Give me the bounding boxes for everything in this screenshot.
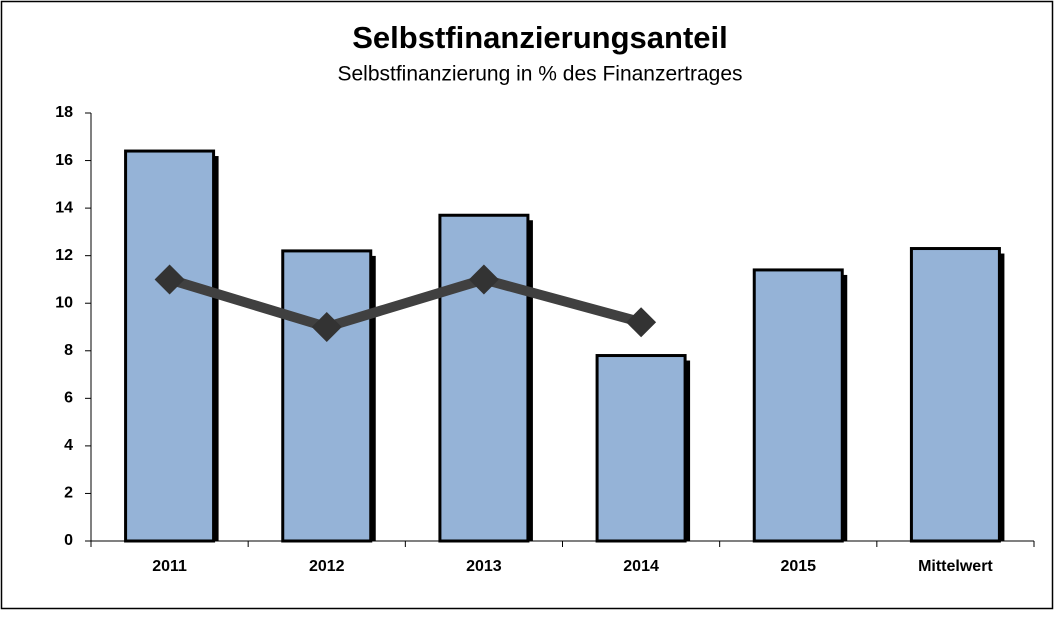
y-tick-label: 4 bbox=[64, 437, 73, 454]
x-tick-label: 2012 bbox=[309, 558, 345, 575]
y-tick-label: 14 bbox=[55, 199, 73, 216]
line-marker bbox=[626, 307, 657, 338]
bar bbox=[595, 354, 687, 543]
y-tick-label: 10 bbox=[55, 294, 73, 311]
x-tick-label: Mittelwert bbox=[918, 558, 993, 575]
bar bbox=[438, 213, 530, 543]
x-tick-label: 2013 bbox=[466, 558, 502, 575]
x-tick-label: 2014 bbox=[623, 558, 659, 575]
line-marker bbox=[468, 264, 499, 295]
x-tick-label: 2011 bbox=[152, 558, 187, 575]
y-tick-label: 12 bbox=[55, 247, 73, 264]
line bbox=[168, 274, 643, 332]
y-tick-label: 2 bbox=[64, 485, 73, 502]
bar bbox=[752, 268, 844, 543]
chart-subtitle: Selbstfinanzierung in % des Finanzertrag… bbox=[337, 63, 742, 86]
x-tick-label: 2015 bbox=[780, 558, 816, 575]
chart-title: Selbstfinanzierungsanteil bbox=[352, 20, 728, 55]
bar bbox=[124, 149, 216, 543]
bar bbox=[909, 247, 1001, 543]
y-tick-label: 18 bbox=[55, 104, 73, 121]
y-tick-label: 8 bbox=[64, 342, 73, 359]
y-tick-label: 0 bbox=[64, 532, 73, 549]
bar bbox=[281, 249, 373, 543]
y-tick-label: 16 bbox=[55, 152, 73, 169]
line-marker bbox=[154, 264, 185, 295]
y-tick-label: 6 bbox=[64, 390, 73, 407]
line-marker bbox=[311, 312, 342, 342]
